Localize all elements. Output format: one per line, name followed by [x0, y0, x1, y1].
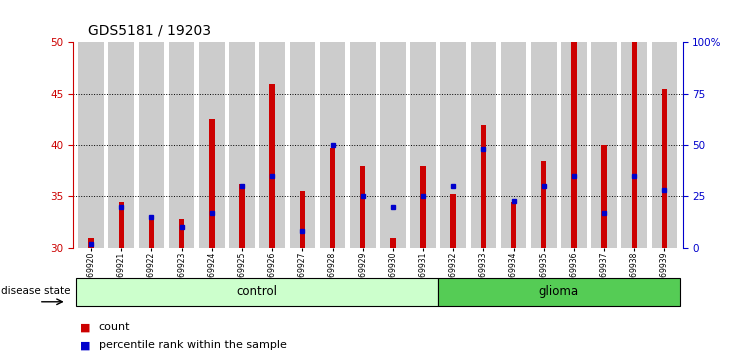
- Bar: [259, 42, 285, 248]
- Bar: [380, 42, 406, 248]
- Bar: [239, 184, 245, 248]
- Bar: [471, 42, 496, 248]
- Bar: [229, 42, 255, 248]
- Bar: [76, 278, 438, 306]
- Bar: [631, 42, 637, 248]
- Text: disease state: disease state: [1, 286, 71, 296]
- Bar: [360, 166, 366, 248]
- Bar: [179, 219, 185, 248]
- Text: glioma: glioma: [539, 285, 579, 298]
- Bar: [118, 201, 124, 248]
- Text: GDS5181 / 19203: GDS5181 / 19203: [88, 23, 210, 37]
- Bar: [88, 238, 94, 248]
- Text: percentile rank within the sample: percentile rank within the sample: [99, 340, 286, 350]
- Bar: [149, 217, 154, 248]
- Bar: [440, 42, 466, 248]
- Bar: [621, 42, 647, 248]
- Bar: [269, 84, 275, 248]
- Bar: [511, 201, 516, 248]
- Bar: [299, 191, 305, 248]
- Text: control: control: [237, 285, 277, 298]
- Bar: [450, 194, 456, 248]
- Bar: [438, 278, 680, 306]
- Bar: [209, 119, 215, 248]
- Bar: [320, 42, 345, 248]
- Bar: [541, 160, 547, 248]
- Bar: [139, 42, 164, 248]
- Bar: [591, 42, 617, 248]
- Text: ■: ■: [80, 322, 91, 332]
- Bar: [480, 125, 486, 248]
- Bar: [661, 88, 667, 248]
- Bar: [410, 42, 436, 248]
- Bar: [652, 42, 677, 248]
- Bar: [571, 42, 577, 248]
- Bar: [78, 42, 104, 248]
- Text: count: count: [99, 322, 130, 332]
- Bar: [169, 42, 194, 248]
- Bar: [602, 145, 607, 248]
- Bar: [350, 42, 375, 248]
- Bar: [109, 42, 134, 248]
- Bar: [501, 42, 526, 248]
- Bar: [199, 42, 225, 248]
- Bar: [330, 148, 335, 248]
- Bar: [531, 42, 556, 248]
- Bar: [390, 238, 396, 248]
- Text: ■: ■: [80, 340, 91, 350]
- Bar: [290, 42, 315, 248]
- Bar: [420, 166, 426, 248]
- Bar: [561, 42, 587, 248]
